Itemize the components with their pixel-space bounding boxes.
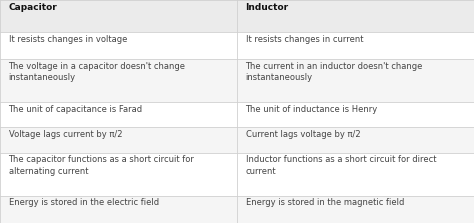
- Bar: [237, 196, 474, 223]
- Text: Energy is stored in the electric field: Energy is stored in the electric field: [9, 198, 159, 207]
- Text: The capacitor functions as a short circuit for
alternating current: The capacitor functions as a short circu…: [9, 155, 194, 176]
- Text: Inductor functions as a short circuit for direct
current: Inductor functions as a short circuit fo…: [246, 155, 436, 176]
- Bar: [0, 196, 237, 223]
- Text: The voltage in a capacitor doesn't change
instantaneously: The voltage in a capacitor doesn't chang…: [9, 62, 185, 82]
- Bar: [237, 102, 474, 127]
- Text: It resists changes in current: It resists changes in current: [246, 35, 363, 44]
- Bar: [0, 32, 237, 59]
- Text: It resists changes in voltage: It resists changes in voltage: [9, 35, 127, 44]
- Bar: [0, 153, 237, 196]
- Bar: [237, 0, 474, 32]
- Text: Capacitor: Capacitor: [9, 3, 57, 12]
- Text: Current lags voltage by π/2: Current lags voltage by π/2: [246, 130, 360, 139]
- Bar: [0, 59, 237, 102]
- Bar: [0, 127, 237, 153]
- Bar: [237, 153, 474, 196]
- Text: Energy is stored in the magnetic field: Energy is stored in the magnetic field: [246, 198, 404, 207]
- Bar: [237, 127, 474, 153]
- Bar: [0, 0, 237, 32]
- Text: The current in an inductor doesn't change
instantaneously: The current in an inductor doesn't chang…: [246, 62, 423, 82]
- Bar: [0, 102, 237, 127]
- Bar: [237, 32, 474, 59]
- Bar: [237, 59, 474, 102]
- Text: Inductor: Inductor: [246, 3, 289, 12]
- Text: Voltage lags current by π/2: Voltage lags current by π/2: [9, 130, 122, 139]
- Text: The unit of capacitance is Farad: The unit of capacitance is Farad: [9, 105, 143, 114]
- Text: The unit of inductance is Henry: The unit of inductance is Henry: [246, 105, 378, 114]
